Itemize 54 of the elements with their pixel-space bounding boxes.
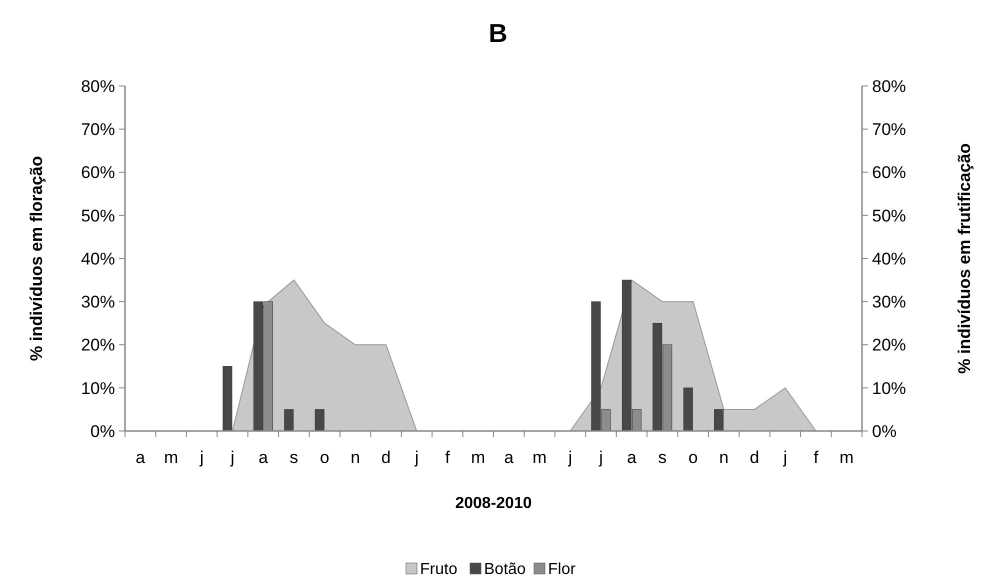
x-tick-label: j (198, 448, 204, 467)
y2-tick-label: 50% (872, 206, 906, 226)
x-tick-label: f (445, 448, 450, 467)
x-tick-label: a (626, 448, 637, 467)
y2-tick-label: 60% (872, 163, 906, 182)
y2-tick-label: 80% (872, 76, 906, 96)
x-tick-label: j (598, 448, 603, 467)
x-axis-title: 2008-2010 (455, 495, 532, 512)
x-tick-label: f (814, 448, 819, 467)
bar (683, 388, 693, 432)
y-axis-title: % indivíduos em floração (27, 156, 46, 361)
x-tick-label: a (258, 448, 268, 467)
x-tick-label: s (658, 448, 667, 467)
y-tick-label: 20% (80, 336, 115, 355)
y2-tick-label: 70% (872, 120, 906, 140)
y2-tick-label: 20% (872, 336, 906, 355)
bar (222, 366, 232, 432)
y-tick-label: 30% (80, 292, 115, 312)
y2-tick-label: 30% (872, 292, 906, 312)
legend-label: Botão (484, 561, 526, 578)
bar (314, 409, 324, 432)
x-tick-label: n (350, 448, 360, 467)
y-tick-label: 70% (80, 120, 115, 140)
x-tick-label: m (471, 448, 486, 467)
x-tick-label: m (164, 448, 178, 467)
y-tick-label: 60% (80, 163, 115, 182)
y2-tick-label: 10% (872, 378, 906, 398)
legend-label: Flor (548, 561, 576, 578)
legend-label: Fruto (420, 561, 458, 578)
y-tick-label: 40% (80, 249, 115, 268)
x-tick-label: j (414, 448, 419, 467)
x-tick-label: n (719, 448, 729, 467)
y-tick-label: 0% (90, 422, 115, 441)
x-tick-label: o (688, 448, 698, 467)
x-tick-label: a (504, 448, 514, 467)
x-tick-label: j (782, 448, 788, 467)
y2-tick-label: 40% (872, 249, 906, 268)
y-tick-label: 80% (80, 76, 115, 96)
x-tick-label: j (567, 448, 572, 467)
x-tick-label: d (750, 448, 760, 467)
x-tick-label: s (290, 448, 298, 467)
bar (284, 409, 294, 432)
bar (714, 409, 724, 432)
y-tick-label: 50% (80, 206, 115, 226)
y2-axis-title: % indivíduos em frutificação (955, 143, 974, 374)
y-tick-label: 10% (80, 378, 115, 398)
x-tick-label: m (532, 448, 547, 467)
y2-tick-label: 0% (872, 422, 897, 441)
x-tick-label: d (381, 448, 391, 467)
x-tick-label: a (136, 448, 146, 467)
x-tick-label: j (230, 448, 234, 467)
x-tick-label: m (840, 448, 854, 467)
x-tick-label: o (320, 448, 330, 467)
chart-title: B (488, 18, 508, 48)
